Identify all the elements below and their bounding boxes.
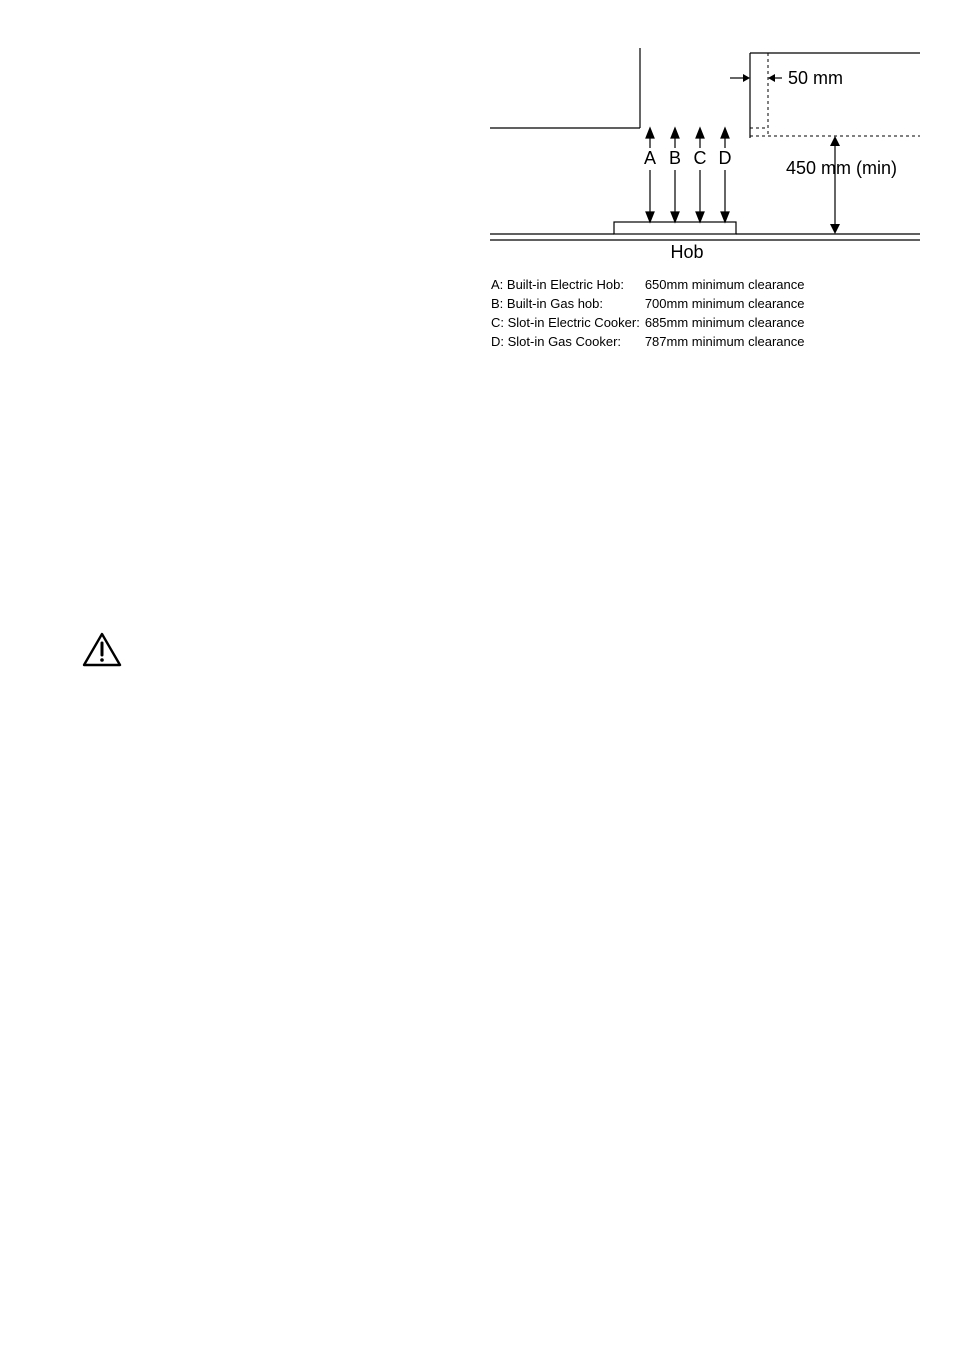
dim-vertical-clearance: 450 mm (min) [786, 158, 897, 178]
legend-key: C: Slot-in Electric Cooker: [490, 313, 644, 332]
legend-row: D: Slot-in Gas Cooker: 787mm minimum cle… [490, 332, 806, 351]
legend-key: A: Built-in Electric Hob: [490, 275, 644, 294]
legend-val: 787mm minimum clearance [644, 332, 806, 351]
legend-row: C: Slot-in Electric Cooker: 685mm minimu… [490, 313, 806, 332]
legend-val: 700mm minimum clearance [644, 294, 806, 313]
legend-key: B: Built-in Gas hob: [490, 294, 644, 313]
letter-a: A [644, 148, 656, 168]
warning-triangle-icon [82, 632, 120, 666]
clearance-diagram: 50 mm 450 mm (min) A B C D [490, 48, 920, 258]
dim-side-clearance: 50 mm [788, 68, 843, 88]
clearance-legend: A: Built-in Electric Hob: 650mm minimum … [490, 275, 920, 351]
legend-row: B: Built-in Gas hob: 700mm minimum clear… [490, 294, 806, 313]
letter-d: D [719, 148, 732, 168]
letter-b: B [669, 148, 681, 168]
legend-key: D: Slot-in Gas Cooker: [490, 332, 644, 351]
legend-row: A: Built-in Electric Hob: 650mm minimum … [490, 275, 806, 294]
legend-val: 650mm minimum clearance [644, 275, 806, 294]
letter-c: C [694, 148, 707, 168]
hob-label: Hob [670, 242, 703, 258]
document-page: 50 mm 450 mm (min) A B C D [0, 0, 954, 1352]
legend-val: 685mm minimum clearance [644, 313, 806, 332]
